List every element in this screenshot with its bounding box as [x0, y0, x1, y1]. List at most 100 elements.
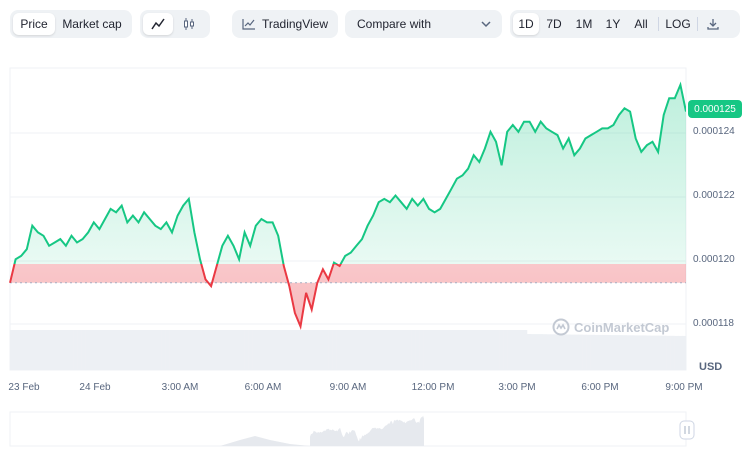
range-1d[interactable]: 1D	[513, 13, 539, 35]
volume-bar	[602, 334, 607, 370]
volume-bar	[101, 330, 106, 370]
volume-bar	[45, 330, 51, 370]
volume-bar	[208, 330, 214, 370]
price-chart[interactable]	[0, 48, 750, 451]
navigator-handle[interactable]	[679, 420, 695, 440]
volume-bar	[646, 335, 651, 370]
volume-bar	[626, 335, 631, 371]
volume-bar	[491, 330, 496, 370]
line-chart-button[interactable]	[143, 13, 173, 35]
volume-bar	[526, 334, 532, 370]
volume-bar	[367, 330, 373, 370]
volume-bar	[550, 334, 556, 370]
line-chart-icon	[151, 18, 165, 30]
volume-bar	[348, 330, 353, 370]
volume-bar	[300, 330, 305, 370]
volume-bar	[363, 330, 369, 370]
navigator-series	[220, 415, 424, 446]
volume-bar	[455, 330, 460, 370]
volume-bar	[224, 330, 229, 370]
volume-bar	[57, 330, 62, 370]
volume-bar	[403, 330, 408, 370]
volume-bar	[507, 330, 512, 370]
volume-bar	[662, 335, 667, 370]
volume-bar	[356, 330, 361, 370]
volume-bar	[379, 330, 385, 370]
candlestick-button[interactable]	[173, 13, 205, 35]
volume-bar	[519, 330, 524, 370]
volume-bar	[447, 330, 452, 370]
volume-bar	[578, 334, 583, 370]
volume-bar	[495, 330, 500, 370]
volume-bar	[312, 330, 317, 370]
candlestick-icon	[184, 18, 194, 30]
y-tick-label: 0.000118	[693, 318, 734, 329]
range-1m[interactable]: 1M	[575, 17, 593, 31]
volume-bar	[475, 330, 480, 370]
volume-bar	[423, 330, 428, 370]
y-tick-label: 0.000122	[693, 190, 735, 201]
volume-bar	[499, 330, 504, 370]
compare-label: Compare with	[357, 17, 432, 31]
volume-bar	[181, 330, 186, 370]
volume-bar	[276, 330, 281, 370]
volume-bar	[129, 330, 134, 370]
range-all[interactable]: All	[634, 17, 648, 31]
volume-bar	[570, 334, 575, 371]
volume-bar	[642, 335, 647, 370]
x-tick-label: 9:00 AM	[329, 382, 367, 393]
volume-bar	[244, 330, 249, 370]
volume-bar	[216, 330, 222, 370]
price-area-fill-up	[14, 84, 686, 264]
range-1y[interactable]: 1Y	[605, 17, 621, 31]
volume-bar	[383, 330, 389, 370]
volume-bar	[256, 330, 261, 370]
volume-bar	[252, 330, 257, 370]
volume-bar	[272, 330, 277, 370]
volume-bar	[89, 330, 94, 370]
volume-bar	[614, 335, 619, 370]
volume-bar	[654, 335, 659, 370]
range-7d[interactable]: 7D	[546, 17, 562, 31]
volume-bar	[264, 330, 269, 370]
volume-bar	[415, 330, 420, 370]
tradingview-button[interactable]: TradingView	[232, 10, 338, 38]
tradingview-content: TradingView	[235, 13, 335, 35]
volume-bar	[387, 330, 393, 370]
price-chart-area[interactable]: CoinMarketCap 0.000125 0.000124 0.000122…	[0, 48, 750, 451]
volume-bar	[177, 330, 182, 370]
volume-bar	[220, 330, 226, 370]
currency-label: USD	[699, 361, 723, 373]
watermark-text: CoinMarketCap	[574, 319, 670, 335]
volume-bar	[165, 330, 170, 370]
volume-bar	[296, 330, 301, 370]
volume-bar	[566, 334, 571, 370]
x-tick-label: 6:00 AM	[244, 382, 282, 393]
volume-bar	[65, 330, 70, 370]
volume-bar	[590, 334, 595, 370]
volume-bar	[169, 330, 174, 370]
volume-bar	[196, 330, 202, 370]
compare-with-select[interactable]: Compare with	[345, 10, 502, 38]
volume-bar	[328, 330, 333, 370]
volume-bar	[192, 330, 198, 370]
x-tick-label: 3:00 AM	[161, 382, 199, 393]
volume-bar	[228, 330, 233, 370]
price-tab[interactable]: Price	[13, 13, 55, 35]
volume-bar	[443, 330, 448, 370]
volume-bar	[586, 334, 591, 371]
volume-bar	[33, 330, 39, 370]
download-button[interactable]	[701, 13, 725, 35]
volume-bar	[371, 330, 377, 370]
volume-bar	[463, 330, 468, 370]
volume-bar	[29, 330, 35, 370]
volume-bars	[10, 330, 687, 371]
volume-bar	[574, 334, 579, 370]
volume-bar	[359, 330, 365, 370]
market-cap-tab[interactable]: Market cap	[62, 17, 122, 31]
volume-bar	[451, 330, 456, 370]
volume-bar	[682, 335, 687, 370]
volume-bar	[332, 330, 337, 370]
volume-bar	[395, 330, 400, 370]
log-button[interactable]: LOG	[665, 17, 691, 31]
